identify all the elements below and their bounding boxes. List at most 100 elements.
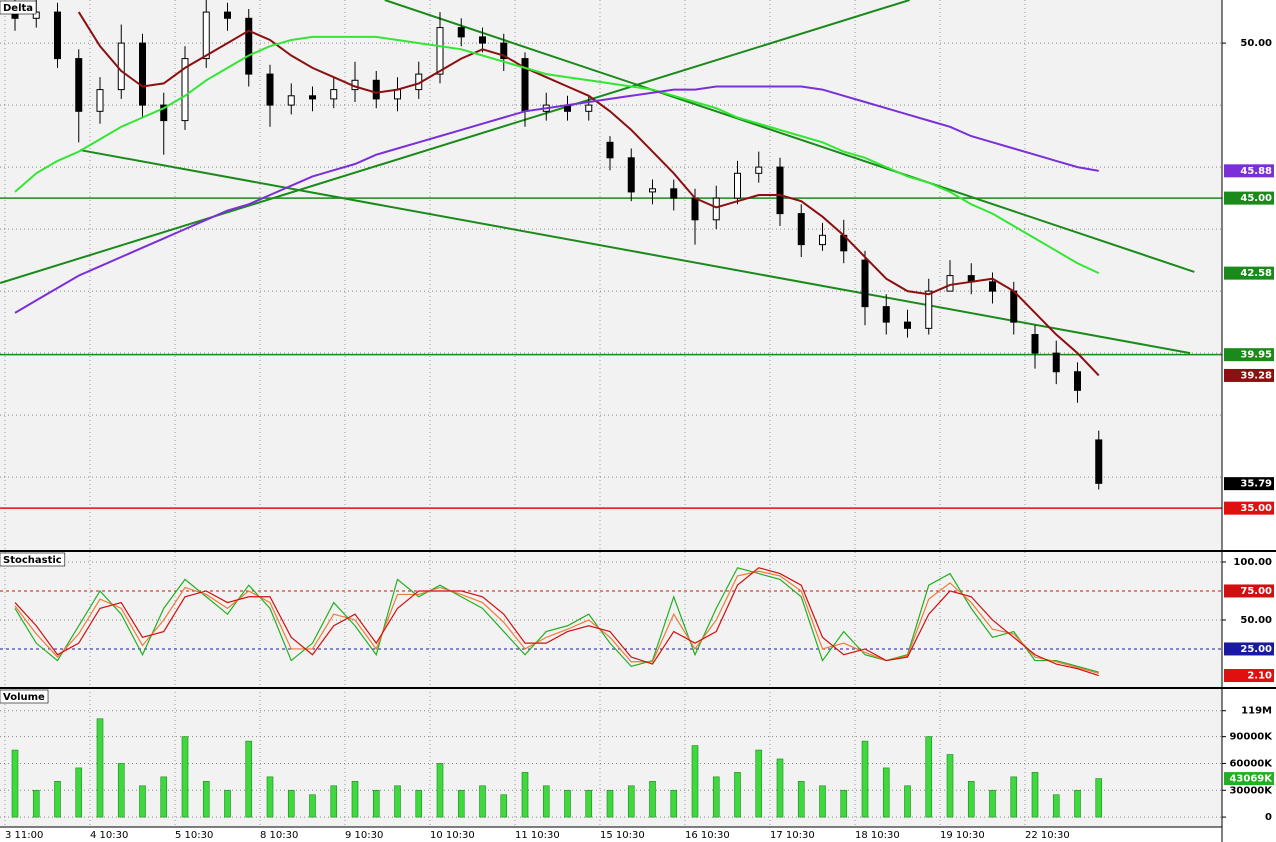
price-marker-label: 39.28: [1240, 370, 1272, 381]
volume-bar: [797, 781, 805, 818]
volume-bar: [202, 781, 210, 818]
price-marker: [1224, 191, 1274, 205]
x-tick-label: 18 10:30: [855, 830, 900, 841]
panel-title-background: [0, 0, 37, 15]
series-line: [14, 567, 1099, 673]
price-marker-label: 35.00: [1240, 503, 1272, 514]
price-marker: [1224, 772, 1274, 786]
price-marker: [1224, 477, 1274, 491]
x-tick-label: 11 10:30: [515, 830, 560, 841]
candle-body: [1074, 371, 1081, 391]
candle-body: [1095, 439, 1103, 484]
volume-bar: [1095, 778, 1103, 818]
candle-body: [117, 42, 125, 91]
volume-bar: [75, 767, 83, 818]
candle-body: [649, 188, 656, 193]
volume-bar: [925, 736, 933, 818]
y-tick-label: 90000K: [1229, 732, 1273, 743]
x-tick-label: 5 10:30: [175, 830, 213, 841]
candle-body: [75, 58, 83, 112]
x-tick-label: 9 10:30: [345, 830, 383, 841]
volume-bar: [1052, 794, 1060, 818]
volume-bar: [32, 789, 40, 818]
price-marker-label: 25.00: [1240, 644, 1272, 655]
price-marker: [1224, 348, 1274, 362]
candle-body: [670, 188, 678, 199]
series-line: [14, 35, 1100, 275]
volume-bar: [861, 740, 869, 818]
volume-bar: [691, 745, 699, 818]
candle-body: [712, 197, 720, 221]
candle-body: [755, 166, 763, 174]
candle-body: [606, 141, 614, 159]
volume-bar: [840, 789, 848, 818]
candle-body: [500, 42, 508, 60]
volume-bar: [564, 789, 571, 818]
price-marker-label: 43069K: [1229, 774, 1273, 785]
series-line: [14, 85, 1099, 314]
volume-bar: [585, 789, 593, 818]
price-marker: [1224, 368, 1274, 382]
volume-bar: [372, 789, 380, 818]
x-tick-label: 17 10:30: [770, 830, 815, 841]
candle-body: [882, 306, 890, 323]
volume-bar: [627, 785, 635, 818]
volume-bar: [330, 785, 338, 818]
candle-body: [309, 95, 316, 100]
volume-bar: [117, 763, 125, 818]
price-marker: [1224, 266, 1274, 280]
y-tick-label: 50.00: [1240, 615, 1272, 626]
volume-bar: [1074, 789, 1081, 818]
volume-bar: [606, 789, 614, 818]
volume-bar: [181, 736, 189, 818]
price-marker-label: 35.79: [1240, 479, 1272, 490]
candle-body: [989, 281, 996, 292]
volume-bar: [436, 763, 444, 818]
candle-body: [1031, 334, 1039, 354]
plot-background: [0, 0, 1222, 827]
x-tick-label: 4 10:30: [90, 830, 128, 841]
volume-bar: [989, 789, 996, 818]
volume-bar: [755, 749, 763, 818]
volume-bar: [160, 776, 168, 818]
candle-body: [585, 104, 593, 112]
volume-bar: [479, 785, 486, 818]
volume-bar: [712, 776, 720, 818]
volume-bar: [415, 789, 423, 818]
price-marker: [1224, 501, 1274, 515]
candle-body: [139, 42, 146, 106]
price-marker-label: 45.00: [1240, 193, 1272, 204]
candle-body: [181, 58, 189, 122]
volume-bar: [521, 772, 529, 818]
volume-bar: [139, 785, 146, 818]
volume-bar: [224, 789, 231, 818]
volume-bar: [670, 789, 678, 818]
panel-title-background: [0, 552, 66, 567]
x-tick-label: 22 10:30: [1025, 830, 1070, 841]
y-tick-label: 50.00: [1240, 38, 1272, 49]
series-line: [14, 570, 1099, 674]
panel-title: Stochastic: [3, 555, 62, 566]
axis-background: [1222, 0, 1276, 842]
volume-bar: [309, 794, 316, 818]
candle-body: [436, 27, 444, 75]
price-marker-label: 39.95: [1240, 350, 1272, 361]
y-tick-label: 30000K: [1229, 785, 1273, 796]
candle-body: [627, 157, 635, 193]
y-tick-label: 100.00: [1233, 557, 1272, 568]
y-tick-label: 0: [1265, 812, 1272, 823]
candle-body: [96, 89, 104, 112]
price-marker: [1224, 642, 1274, 656]
candle-body: [287, 95, 295, 106]
volume-bar: [245, 740, 253, 818]
volume-bar: [457, 789, 465, 818]
panel-title-background: [0, 689, 49, 704]
candle-body: [202, 11, 210, 60]
volume-bar: [776, 758, 784, 818]
candle-body: [224, 11, 231, 19]
candle-body: [479, 36, 486, 44]
price-marker: [1224, 164, 1274, 178]
candle-body: [245, 17, 253, 75]
volume-bar: [287, 789, 295, 818]
